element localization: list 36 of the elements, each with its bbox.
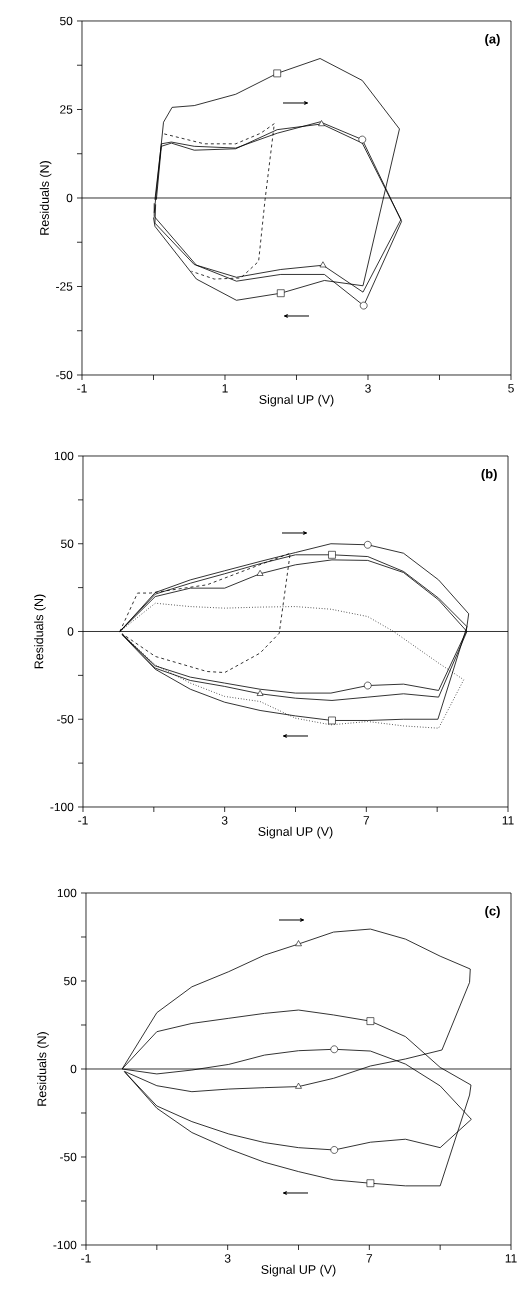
y-tick-label: 50	[60, 539, 74, 548]
y-tick-label: 0	[70, 1064, 77, 1074]
y-axis-title: Residuals (N)	[37, 1032, 49, 1106]
text: (a)	[485, 34, 500, 47]
x-tick-label: 11	[502, 816, 514, 825]
x-axis-title: Signal UP (V)	[258, 826, 333, 839]
x-tick-label: 3	[365, 384, 371, 393]
text: (b)	[481, 468, 497, 482]
x-tick-label: 7	[363, 816, 369, 825]
y-tick-label: 50	[63, 976, 77, 986]
x-tick-label: 3	[221, 816, 228, 825]
x-axis-title: Signal UP (V)	[261, 1264, 336, 1277]
x-tick-label: 7	[366, 1254, 372, 1263]
x-tick-label: 1	[222, 384, 228, 393]
x-tick-label: 11	[505, 1254, 517, 1263]
x-axis-title: Signal UP (V)	[259, 394, 334, 407]
y-tick-label: 0	[67, 627, 74, 636]
y-tick-label: -100	[50, 802, 74, 812]
x-tick-label: -1	[81, 1254, 91, 1263]
y-tick-label: -50	[55, 370, 73, 380]
y-tick-label: 100	[57, 888, 77, 898]
x-tick-label: 5	[508, 384, 514, 393]
text: (c)	[485, 905, 500, 919]
x-tick-label: -1	[78, 816, 88, 825]
y-axis-title: Residuals (N)	[34, 594, 46, 669]
y-tick-label: -50	[56, 715, 74, 724]
y-tick-label: -25	[55, 282, 73, 291]
x-tick-label: -1	[77, 384, 87, 393]
y-axis-title: Residuals (N)	[39, 161, 52, 235]
y-tick-label: 100	[54, 451, 74, 461]
y-tick-label: 25	[60, 105, 73, 114]
y-tick-label: 0	[66, 193, 73, 203]
x-tick-label: 3	[224, 1254, 231, 1263]
y-tick-label: 50	[59, 16, 73, 26]
y-tick-label: -100	[53, 1240, 77, 1250]
y-tick-label: -50	[59, 1152, 77, 1162]
